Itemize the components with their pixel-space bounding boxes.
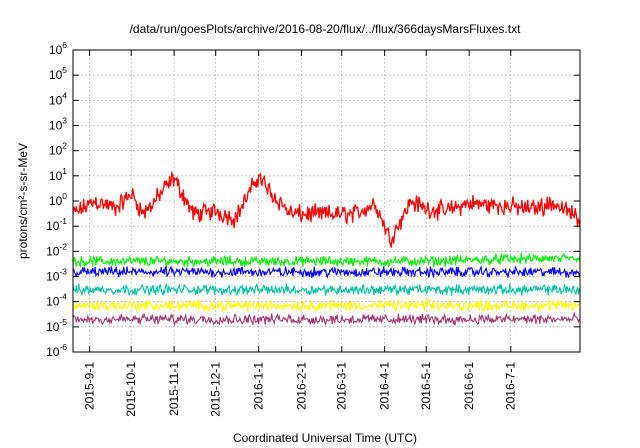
y-axis-label: protons/cm²-s-sr-MeV xyxy=(16,143,30,259)
y-tick-exponent: 6 xyxy=(62,40,67,50)
y-tick-label: 106 xyxy=(49,40,67,57)
y-tick-label: 10-5 xyxy=(46,317,67,334)
y-tick-exponent: -5 xyxy=(59,317,67,327)
y-tick-base: 10 xyxy=(49,43,63,57)
x-tick-label: 2016-2-1 xyxy=(295,362,309,410)
y-axis: 10-610-510-410-310-210-11001011021031041… xyxy=(46,40,580,359)
series-line xyxy=(72,311,581,327)
y-tick-base: 10 xyxy=(46,244,60,258)
series-line xyxy=(72,265,581,279)
x-tick-label: 2015-10-1 xyxy=(124,362,138,417)
x-tick-label: 2016-7-1 xyxy=(504,362,518,410)
series-line xyxy=(72,282,581,297)
y-tick-exponent: -4 xyxy=(59,292,67,302)
y-tick-base: 10 xyxy=(46,270,60,284)
y-tick-exponent: 1 xyxy=(62,166,67,176)
y-tick-label: 104 xyxy=(49,90,67,107)
y-tick-exponent: 2 xyxy=(62,141,67,151)
x-tick-label: 2016-4-1 xyxy=(378,362,392,410)
y-tick-label: 105 xyxy=(49,65,67,82)
y-tick-exponent: -2 xyxy=(59,241,67,251)
y-tick-label: 103 xyxy=(49,116,67,133)
x-tick-label: 2015-9-1 xyxy=(83,362,97,410)
x-tick-label: 2016-1-1 xyxy=(252,362,266,410)
y-tick-exponent: 5 xyxy=(62,65,67,75)
y-tick-exponent: -6 xyxy=(59,342,67,352)
x-axis: 2015-9-1 2015-10-1 2015-11-1 2015-12-1 2016-… xyxy=(83,50,518,417)
chart-title: /data/run/goesPlots/archive/2016-08-20/f… xyxy=(130,22,522,36)
x-tick-label: 2015-12-1 xyxy=(209,362,223,417)
y-tick-exponent: 3 xyxy=(62,116,67,126)
x-tick-label: 2016-5-1 xyxy=(419,362,433,410)
y-tick-exponent: -1 xyxy=(59,216,67,226)
y-tick-exponent: 4 xyxy=(62,90,67,100)
y-tick-label: 100 xyxy=(49,191,67,208)
y-tick-label: 10-3 xyxy=(46,267,67,284)
y-tick-base: 10 xyxy=(46,345,60,359)
y-tick-base: 10 xyxy=(46,320,60,334)
x-tick-label: 2015-11-1 xyxy=(167,362,181,416)
y-tick-base: 10 xyxy=(49,93,63,107)
y-tick-base: 10 xyxy=(46,219,60,233)
y-tick-label: 10-6 xyxy=(46,342,67,359)
grid xyxy=(73,50,580,352)
series-layer xyxy=(72,170,581,327)
y-tick-label: 10-2 xyxy=(46,241,67,258)
series-line xyxy=(72,252,581,269)
y-tick-label: 101 xyxy=(49,166,67,183)
y-tick-base: 10 xyxy=(46,295,60,309)
y-tick-base: 10 xyxy=(49,68,63,82)
y-tick-base: 10 xyxy=(49,169,63,183)
y-tick-label: 102 xyxy=(49,141,67,158)
series-line xyxy=(72,297,581,313)
y-tick-base: 10 xyxy=(49,119,63,133)
x-tick-label: 2016-3-1 xyxy=(335,362,349,410)
series-line xyxy=(72,170,581,248)
y-tick-base: 10 xyxy=(49,144,63,158)
x-tick-label: 2016-6-1 xyxy=(462,362,476,410)
y-tick-label: 10-1 xyxy=(46,216,67,233)
y-tick-exponent: 0 xyxy=(62,191,67,201)
x-axis-label: Coordinated Universal Time (UTC) xyxy=(233,431,417,445)
y-tick-base: 10 xyxy=(49,194,63,208)
y-tick-label: 10-4 xyxy=(46,292,67,309)
y-tick-exponent: -3 xyxy=(59,267,67,277)
